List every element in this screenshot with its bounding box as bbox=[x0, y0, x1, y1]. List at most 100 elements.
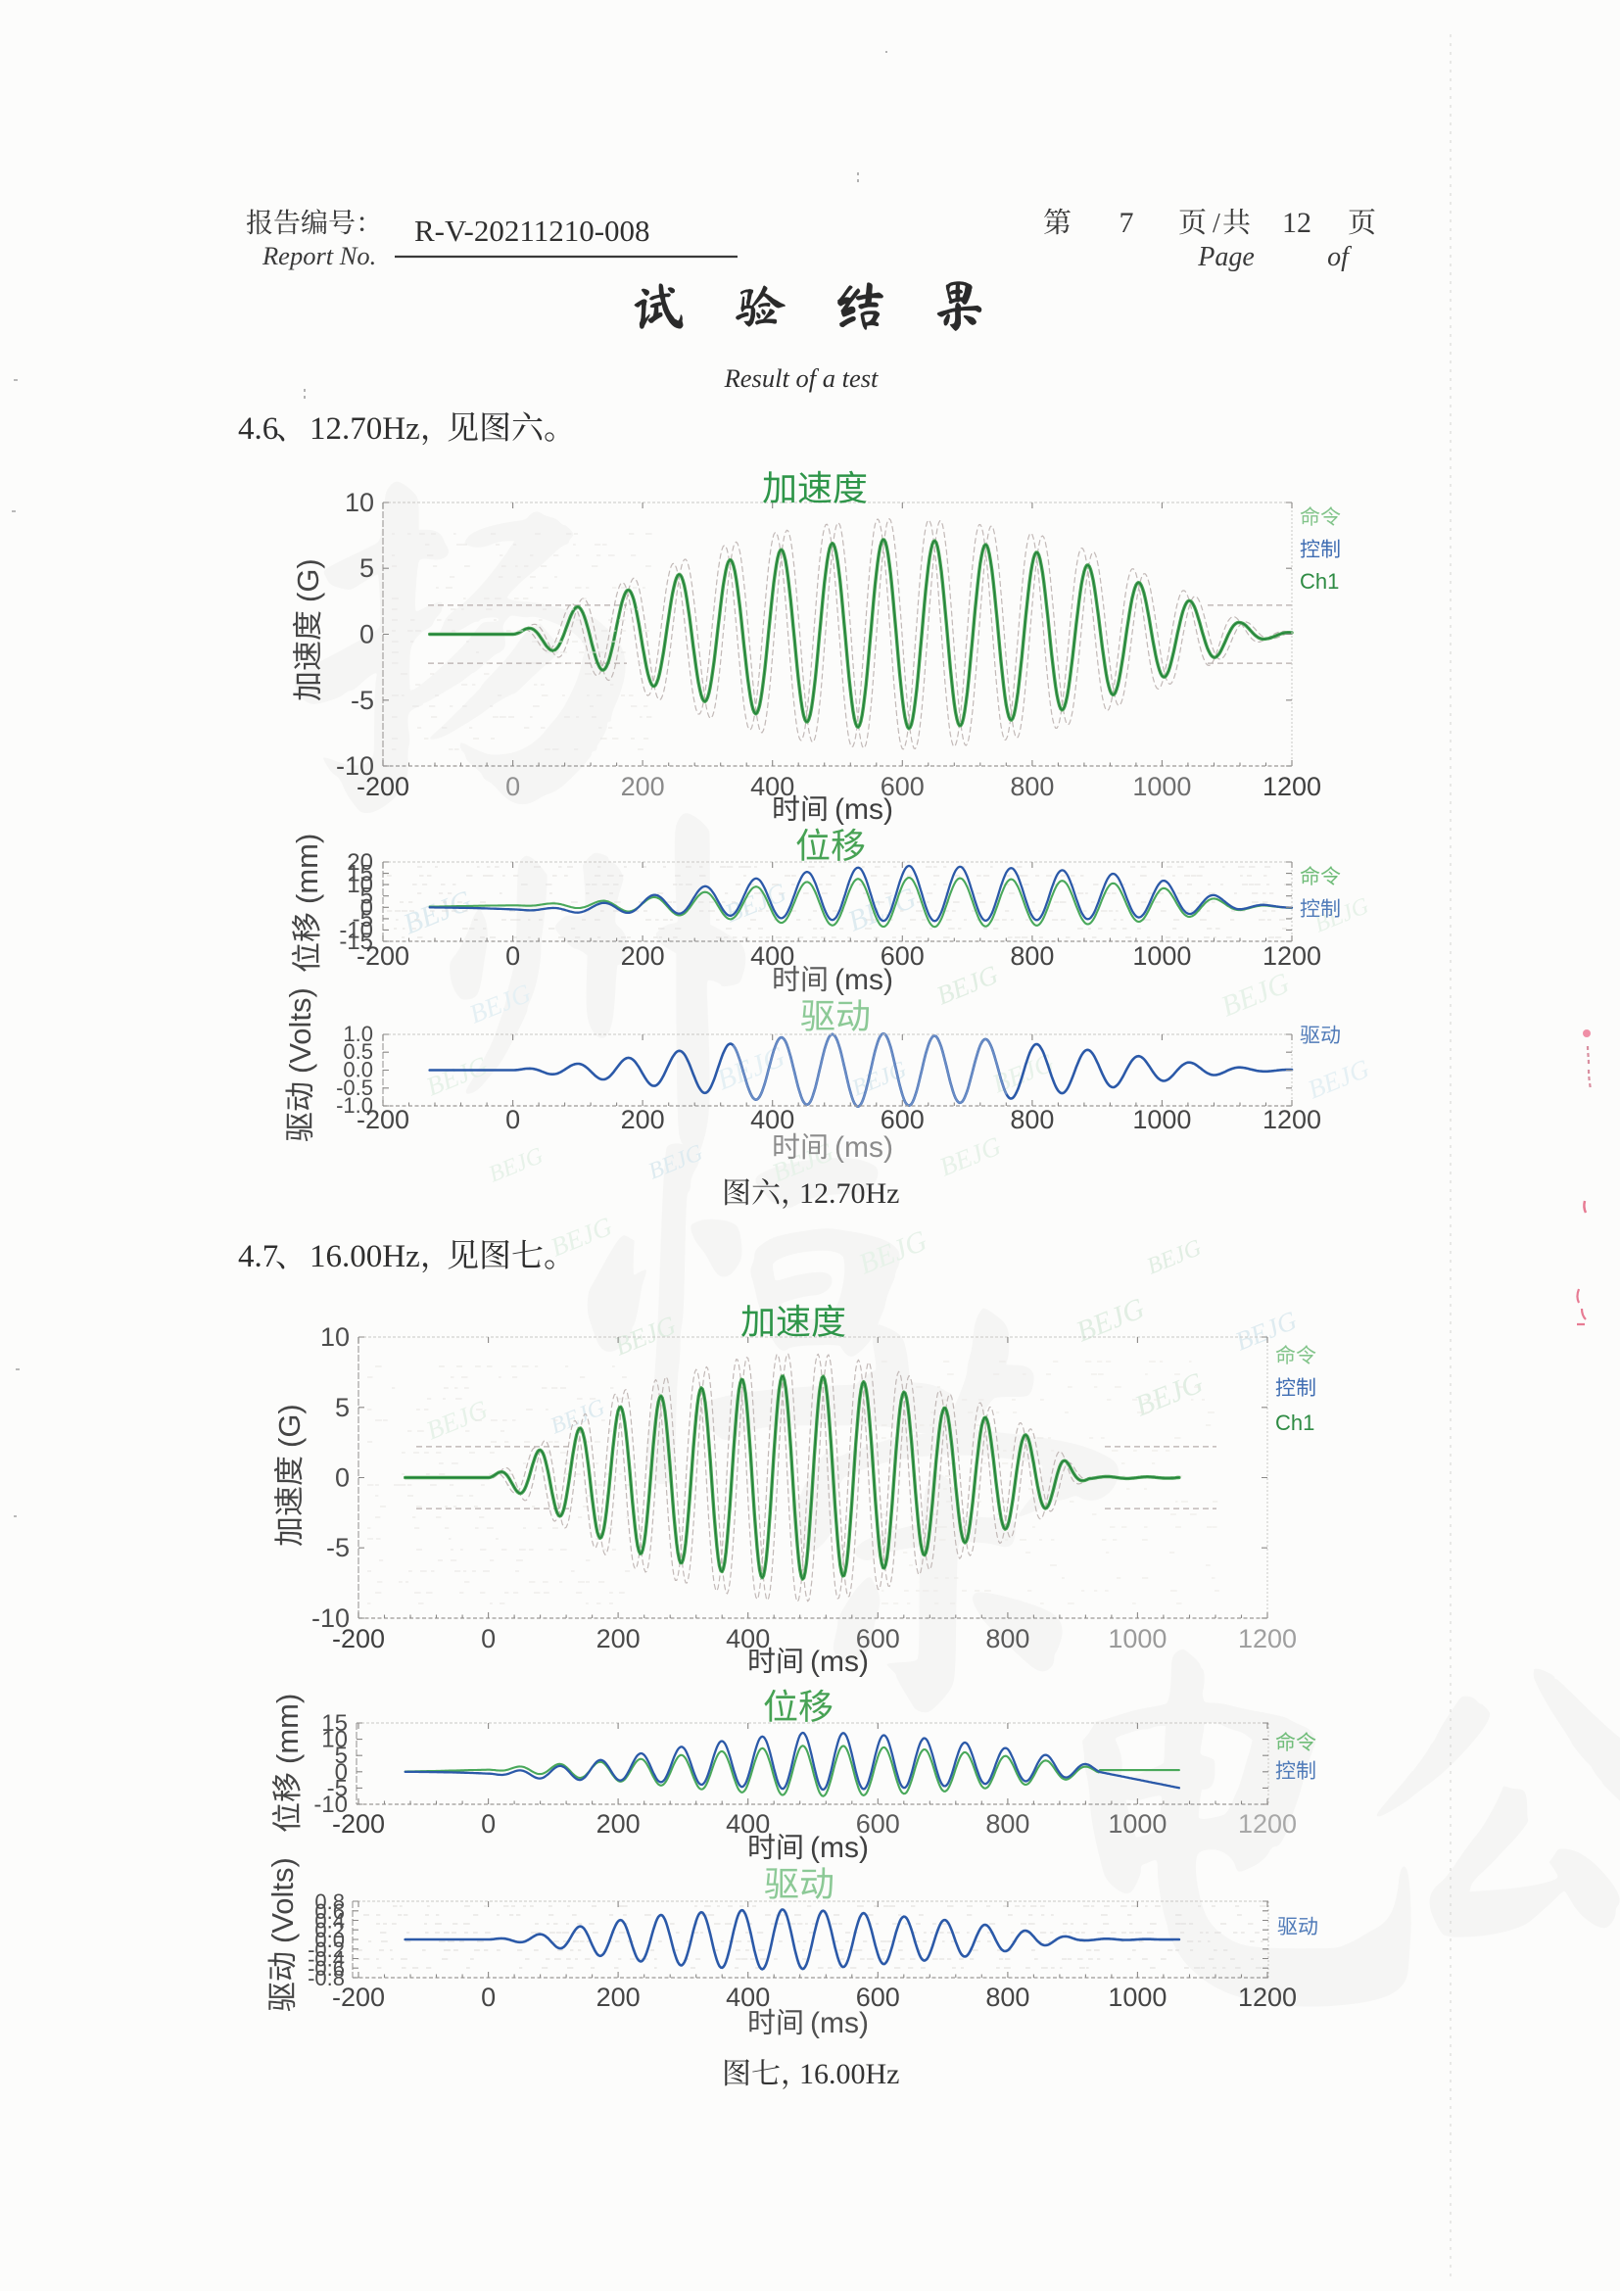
svg-text:-1.0: -1.0 bbox=[336, 1093, 373, 1118]
svg-text:0.5: 0.5 bbox=[343, 1039, 373, 1064]
svg-text:600: 600 bbox=[881, 1105, 925, 1134]
svg-text:4.7: 4.7 bbox=[238, 1239, 278, 1274]
svg-text:5: 5 bbox=[335, 1393, 350, 1422]
svg-text:-10: -10 bbox=[311, 1603, 350, 1633]
svg-text:0: 0 bbox=[505, 1105, 520, 1134]
svg-text:400: 400 bbox=[750, 772, 794, 801]
svg-text:(Volts): (Volts) bbox=[265, 1857, 300, 1943]
svg-text:-5: -5 bbox=[326, 1533, 350, 1562]
svg-text:0: 0 bbox=[360, 894, 373, 921]
svg-text:of: of bbox=[1327, 242, 1352, 272]
svg-text:1000: 1000 bbox=[1108, 1983, 1167, 2012]
svg-text:-200: -200 bbox=[357, 772, 409, 801]
svg-text:0: 0 bbox=[335, 1759, 348, 1786]
svg-text:10: 10 bbox=[347, 872, 373, 898]
svg-text:R-V-20211210-008: R-V-20211210-008 bbox=[414, 214, 650, 248]
svg-text:16.00Hz: 16.00Hz bbox=[799, 2058, 899, 2090]
svg-text:400: 400 bbox=[750, 941, 794, 971]
svg-text:1000: 1000 bbox=[1132, 941, 1191, 971]
svg-text:1000: 1000 bbox=[1132, 772, 1191, 801]
svg-text:0: 0 bbox=[505, 772, 520, 801]
svg-text:(ms): (ms) bbox=[834, 964, 893, 996]
svg-text:-5: -5 bbox=[351, 686, 374, 715]
svg-text:15: 15 bbox=[321, 1710, 348, 1737]
svg-text:Page: Page bbox=[1197, 242, 1255, 272]
svg-text:-10: -10 bbox=[339, 917, 373, 943]
svg-text:-0.8: -0.8 bbox=[308, 1966, 345, 1990]
svg-text:12: 12 bbox=[1282, 207, 1311, 239]
svg-text:0: 0 bbox=[359, 620, 374, 649]
svg-text:0.6: 0.6 bbox=[314, 1899, 345, 1924]
svg-text:-200: -200 bbox=[357, 941, 409, 971]
svg-text:0.0: 0.0 bbox=[314, 1928, 345, 1952]
svg-text:1200: 1200 bbox=[1238, 1809, 1297, 1839]
svg-text:-0.6: -0.6 bbox=[308, 1956, 345, 1981]
svg-text:0: 0 bbox=[335, 1463, 350, 1493]
svg-text:400: 400 bbox=[750, 1105, 794, 1134]
svg-text:0.0: 0.0 bbox=[343, 1058, 373, 1082]
svg-text:-200: -200 bbox=[332, 1809, 385, 1839]
svg-text:-10: -10 bbox=[313, 1792, 348, 1818]
svg-text:(mm): (mm) bbox=[290, 834, 324, 904]
svg-text:800: 800 bbox=[1010, 941, 1054, 971]
svg-text:5: 5 bbox=[359, 553, 374, 583]
svg-text:(mm): (mm) bbox=[270, 1694, 305, 1764]
svg-text:16.00Hz: 16.00Hz bbox=[310, 1239, 420, 1274]
svg-text:0: 0 bbox=[505, 941, 520, 971]
svg-text:600: 600 bbox=[856, 1983, 900, 2012]
svg-text:4.6: 4.6 bbox=[238, 411, 278, 447]
svg-text:5: 5 bbox=[335, 1743, 348, 1769]
svg-text:-0.2: -0.2 bbox=[308, 1937, 345, 1962]
svg-text:20: 20 bbox=[347, 849, 373, 876]
svg-text:-5: -5 bbox=[353, 906, 373, 933]
svg-text:1000: 1000 bbox=[1108, 1809, 1167, 1839]
svg-text:200: 200 bbox=[621, 1105, 665, 1134]
svg-text:200: 200 bbox=[596, 1983, 641, 2012]
svg-text:200: 200 bbox=[621, 772, 665, 801]
svg-text:12.70Hz: 12.70Hz bbox=[310, 411, 420, 447]
svg-text:0.8: 0.8 bbox=[314, 1889, 345, 1914]
svg-text:600: 600 bbox=[881, 772, 925, 801]
svg-text:800: 800 bbox=[1010, 772, 1054, 801]
svg-text:1000: 1000 bbox=[1108, 1624, 1167, 1653]
svg-text:400: 400 bbox=[726, 1983, 770, 2012]
svg-text:1200: 1200 bbox=[1263, 1105, 1321, 1134]
svg-text:15: 15 bbox=[347, 861, 373, 887]
svg-text:200: 200 bbox=[596, 1809, 641, 1839]
svg-text:(G): (G) bbox=[291, 558, 325, 602]
svg-text:7: 7 bbox=[1120, 207, 1134, 239]
svg-text:Ch1: Ch1 bbox=[1300, 569, 1339, 594]
svg-text:1200: 1200 bbox=[1263, 772, 1321, 801]
svg-text:400: 400 bbox=[726, 1809, 770, 1839]
svg-text:5: 5 bbox=[360, 884, 373, 910]
svg-text:Report No.: Report No. bbox=[262, 241, 376, 270]
svg-text:1200: 1200 bbox=[1238, 1624, 1297, 1653]
svg-text:0: 0 bbox=[481, 1809, 496, 1839]
svg-text:-0.5: -0.5 bbox=[336, 1076, 373, 1100]
svg-text:(G): (G) bbox=[272, 1404, 307, 1448]
svg-text:-10: -10 bbox=[336, 751, 374, 781]
svg-text:(ms): (ms) bbox=[810, 1646, 869, 1678]
svg-text:(ms): (ms) bbox=[810, 2007, 869, 2039]
svg-text:600: 600 bbox=[881, 941, 925, 971]
svg-text:0: 0 bbox=[481, 1983, 496, 2012]
svg-text:1200: 1200 bbox=[1238, 1983, 1297, 2012]
svg-text:0: 0 bbox=[481, 1624, 496, 1653]
svg-text:1000: 1000 bbox=[1132, 1105, 1191, 1134]
svg-text:0.2: 0.2 bbox=[314, 1918, 345, 1942]
svg-text:800: 800 bbox=[1010, 1105, 1054, 1134]
svg-text:-0.4: -0.4 bbox=[308, 1947, 345, 1972]
svg-text:10: 10 bbox=[321, 1727, 348, 1753]
svg-text:(Volts): (Volts) bbox=[283, 987, 317, 1074]
svg-text:800: 800 bbox=[985, 1809, 1029, 1839]
svg-text:-200: -200 bbox=[357, 1105, 409, 1134]
svg-text:0.4: 0.4 bbox=[314, 1909, 345, 1934]
svg-text:Result of a test: Result of a test bbox=[724, 363, 879, 393]
svg-text:-5: -5 bbox=[327, 1775, 348, 1801]
svg-text:-15: -15 bbox=[339, 929, 373, 955]
svg-text:200: 200 bbox=[596, 1624, 641, 1653]
svg-text:(ms): (ms) bbox=[810, 1832, 869, 1864]
svg-text:800: 800 bbox=[985, 1983, 1029, 2012]
svg-text:-200: -200 bbox=[332, 1983, 385, 2012]
svg-text:(ms): (ms) bbox=[834, 1131, 893, 1164]
